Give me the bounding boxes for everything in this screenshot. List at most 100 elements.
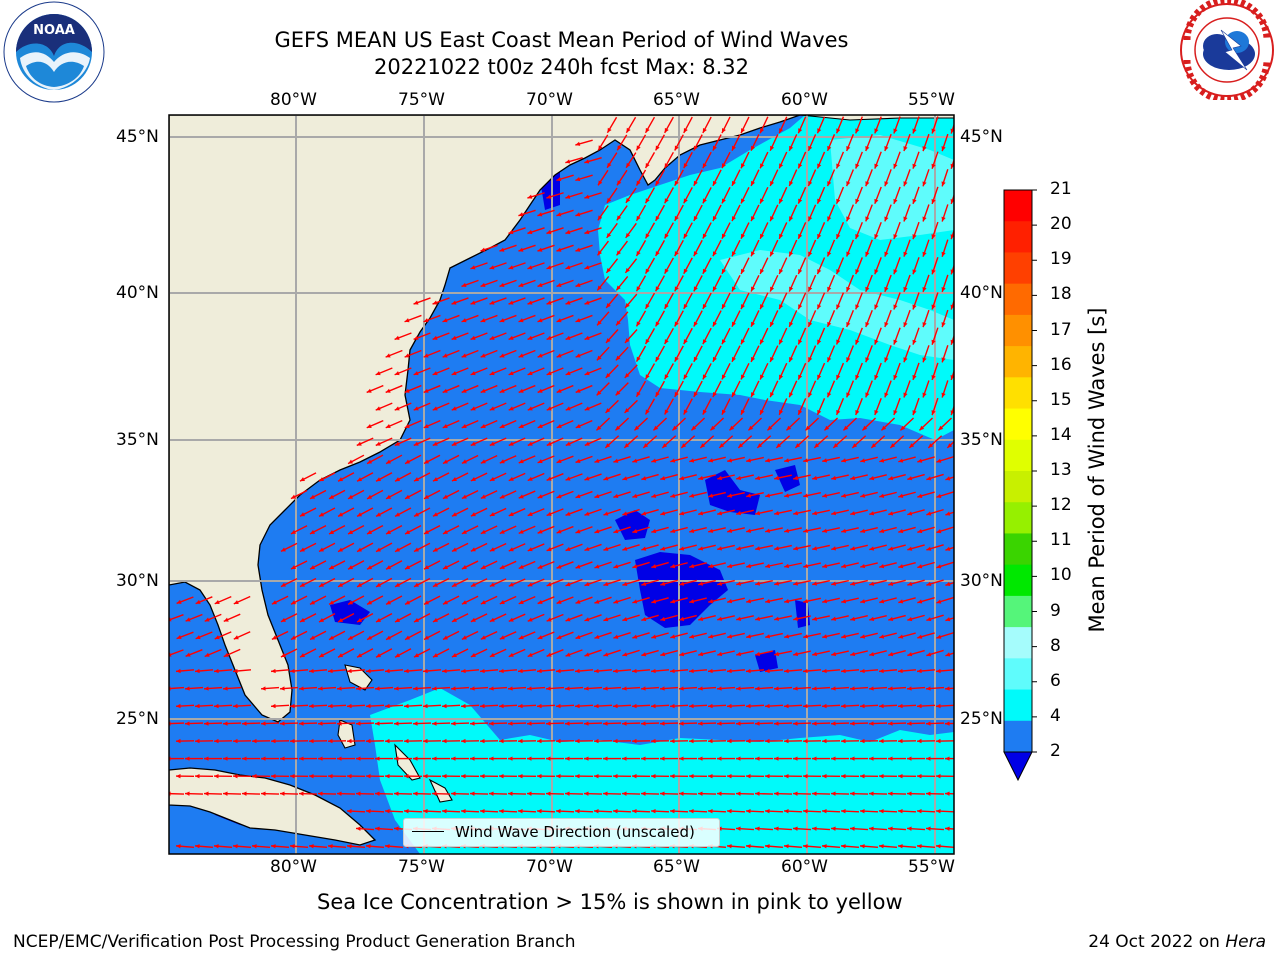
wave-direction-arrowhead xyxy=(386,565,392,570)
wave-direction-arrowhead xyxy=(736,791,741,796)
colorbar xyxy=(1003,189,1037,782)
wave-direction-arrowhead xyxy=(732,321,736,327)
wave-direction-arrowhead xyxy=(613,529,619,534)
wave-direction-arrowhead xyxy=(922,322,927,328)
wave-direction-arrowhead xyxy=(575,318,581,323)
wave-direction-arrowhead xyxy=(338,547,344,552)
wave-direction-arrowhead xyxy=(546,686,551,691)
wave-direction-arrowhead xyxy=(881,425,887,431)
wave-direction-arrowhead xyxy=(280,791,285,796)
wave-direction-arrowhead xyxy=(774,651,780,657)
wave-direction-arrowhead xyxy=(922,286,927,292)
wave-direction-arrowhead xyxy=(185,791,190,796)
wave-direction-arrowhead xyxy=(732,145,736,151)
wave-direction-arrowhead xyxy=(451,617,457,622)
wave-direction-arrowhead xyxy=(518,282,524,287)
wave-direction-arrowhead xyxy=(348,565,354,570)
wave-direction-arrowhead xyxy=(366,738,371,744)
wave-direction-arrowhead xyxy=(337,756,342,761)
wave-direction-arrowhead xyxy=(615,390,621,396)
wave-direction-arrowhead xyxy=(442,388,448,393)
wave-direction-arrowhead xyxy=(613,564,619,569)
wave-direction-arrowhead xyxy=(746,458,752,463)
wave-direction-arrowhead xyxy=(702,339,707,345)
wave-direction-arrowhead xyxy=(907,511,913,516)
wave-direction-arrowhead xyxy=(309,738,314,744)
wave-direction-arrowhead xyxy=(556,773,561,779)
noaa-logo-text: NOAA xyxy=(33,23,75,38)
colorbar-tick-label: 10 xyxy=(1050,565,1072,586)
wave-direction-arrowhead xyxy=(855,198,860,204)
wave-direction-arrowhead xyxy=(926,581,932,586)
wave-direction-arrowhead xyxy=(641,686,646,691)
wave-direction-arrowhead xyxy=(871,443,877,448)
wave-direction-arrowhead xyxy=(884,392,889,398)
wave-direction-arrowhead xyxy=(366,844,371,849)
wave-direction-arrowhead xyxy=(869,546,875,551)
wave-direction-arrowhead xyxy=(674,145,679,151)
wave-direction-arrowhead xyxy=(622,581,628,586)
wave-direction-arrowhead xyxy=(508,512,514,516)
wave-direction-arrowhead xyxy=(670,668,675,674)
wave-direction-arrowhead xyxy=(480,388,486,393)
wave-direction-arrowhead xyxy=(817,409,822,415)
wave-direction-arrowhead xyxy=(822,634,828,639)
wave-direction-arrowhead xyxy=(537,529,543,534)
lon-label-top-75w: 75°W xyxy=(398,90,445,110)
wave-direction-arrowhead xyxy=(893,163,898,169)
wave-direction-arrowhead xyxy=(508,476,514,481)
wave-direction-arrowhead xyxy=(451,300,457,305)
wave-direction-arrowhead xyxy=(367,459,373,464)
wave-direction-arrowhead xyxy=(404,738,409,744)
wave-direction-arrowhead xyxy=(499,282,505,287)
wave-direction-arrowhead xyxy=(865,251,870,257)
wave-direction-arrowhead xyxy=(912,163,917,169)
wave-direction-arrowhead xyxy=(708,634,714,639)
wave-direction-arrowhead xyxy=(779,128,784,134)
wave-direction-arrowhead xyxy=(888,581,894,586)
wave-direction-arrowhead xyxy=(808,216,813,222)
wave-direction-arrowhead xyxy=(917,703,922,709)
wave-direction-arrowhead xyxy=(470,265,476,270)
wave-direction-arrowhead xyxy=(808,392,813,398)
wave-direction-arrowhead xyxy=(774,546,780,551)
wave-direction-arrowhead xyxy=(803,668,808,674)
wave-direction-arrowhead xyxy=(888,826,893,831)
wave-direction-arrowhead xyxy=(622,756,627,761)
wave-direction-arrowhead xyxy=(732,392,736,398)
wave-direction-arrowhead xyxy=(556,494,562,499)
wave-direction-arrowhead xyxy=(480,703,485,709)
wave-direction-arrowhead xyxy=(537,668,542,674)
wave-direction-arrowhead xyxy=(527,371,533,376)
wave-direction-arrowhead xyxy=(489,791,494,796)
wave-direction-arrowhead xyxy=(884,181,889,187)
wave-direction-arrowhead xyxy=(803,458,809,463)
wave-direction-arrowhead xyxy=(624,443,630,448)
wave-direction-arrowhead xyxy=(779,339,784,345)
wave-direction-arrowhead xyxy=(741,304,745,310)
wave-direction-arrowhead xyxy=(470,335,476,340)
wave-direction-arrowhead xyxy=(836,163,841,169)
wave-direction-arrowhead xyxy=(698,581,704,586)
wave-direction-arrowhead xyxy=(537,564,543,569)
wave-direction-arrowhead xyxy=(710,425,716,431)
wave-direction-arrowhead xyxy=(556,318,562,323)
wave-direction-arrowhead xyxy=(888,476,894,481)
wave-direction-arrowhead xyxy=(641,616,647,622)
wave-direction-arrowhead xyxy=(674,391,679,397)
wave-direction-arrowhead xyxy=(575,423,581,428)
wave-direction-arrowhead xyxy=(309,494,315,499)
wave-direction-arrowhead xyxy=(827,286,832,292)
wave-direction-arrowhead xyxy=(926,791,931,796)
wave-direction-arrowhead xyxy=(594,458,600,463)
wave-direction-arrowhead xyxy=(290,738,295,744)
wave-direction-arrowhead xyxy=(941,146,946,152)
wave-direction-arrowhead xyxy=(850,756,855,761)
wave-direction-arrowhead xyxy=(855,374,860,380)
wave-direction-arrowhead xyxy=(808,357,813,363)
wave-direction-arrowhead xyxy=(755,826,760,831)
wave-direction-arrowhead xyxy=(565,159,571,164)
wave-direction-arrowhead xyxy=(518,494,524,499)
wave-direction-arrowhead xyxy=(518,423,524,428)
wave-direction-arrowhead xyxy=(204,686,209,691)
